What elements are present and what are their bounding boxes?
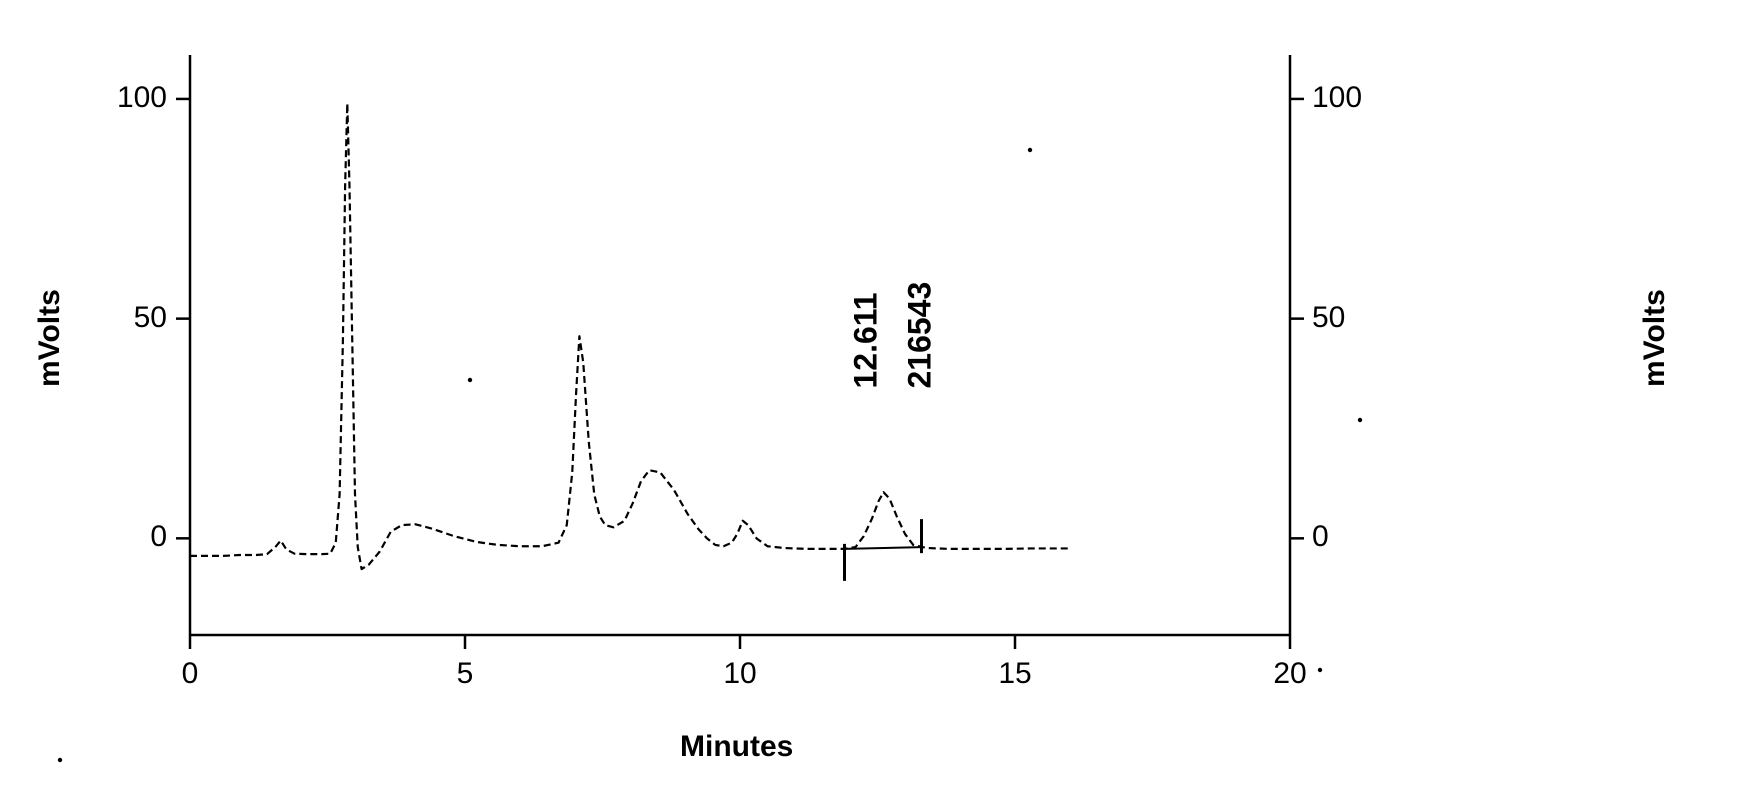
x-tick-label: 20 [1260,657,1320,691]
y-tick-label-right: 0 [1312,520,1392,554]
x-axis-label: Minutes [680,730,793,764]
x-tick-label: 5 [435,657,495,691]
x-tick-label: 15 [985,657,1045,691]
peak-retention-time-label: 12.611 [847,249,884,389]
y-tick-label-left: 0 [95,520,167,554]
peak-area-label: 216543 [901,229,938,389]
y-axis-label-left: mVolts [33,267,67,387]
y-tick-label-right: 50 [1312,301,1392,335]
y-tick-label-left: 50 [95,301,167,335]
y-tick-label-right: 100 [1312,81,1392,115]
chromatogram-figure: mVolts mVolts Minutes 12.611 216543 0 5 10… [0,0,1738,794]
chromatogram-plot [0,0,1738,794]
y-axis-label-right: mVolts [1638,267,1672,387]
x-tick-label: 10 [710,657,770,691]
y-tick-label-left: 100 [95,81,167,115]
x-tick-label: 0 [160,657,220,691]
